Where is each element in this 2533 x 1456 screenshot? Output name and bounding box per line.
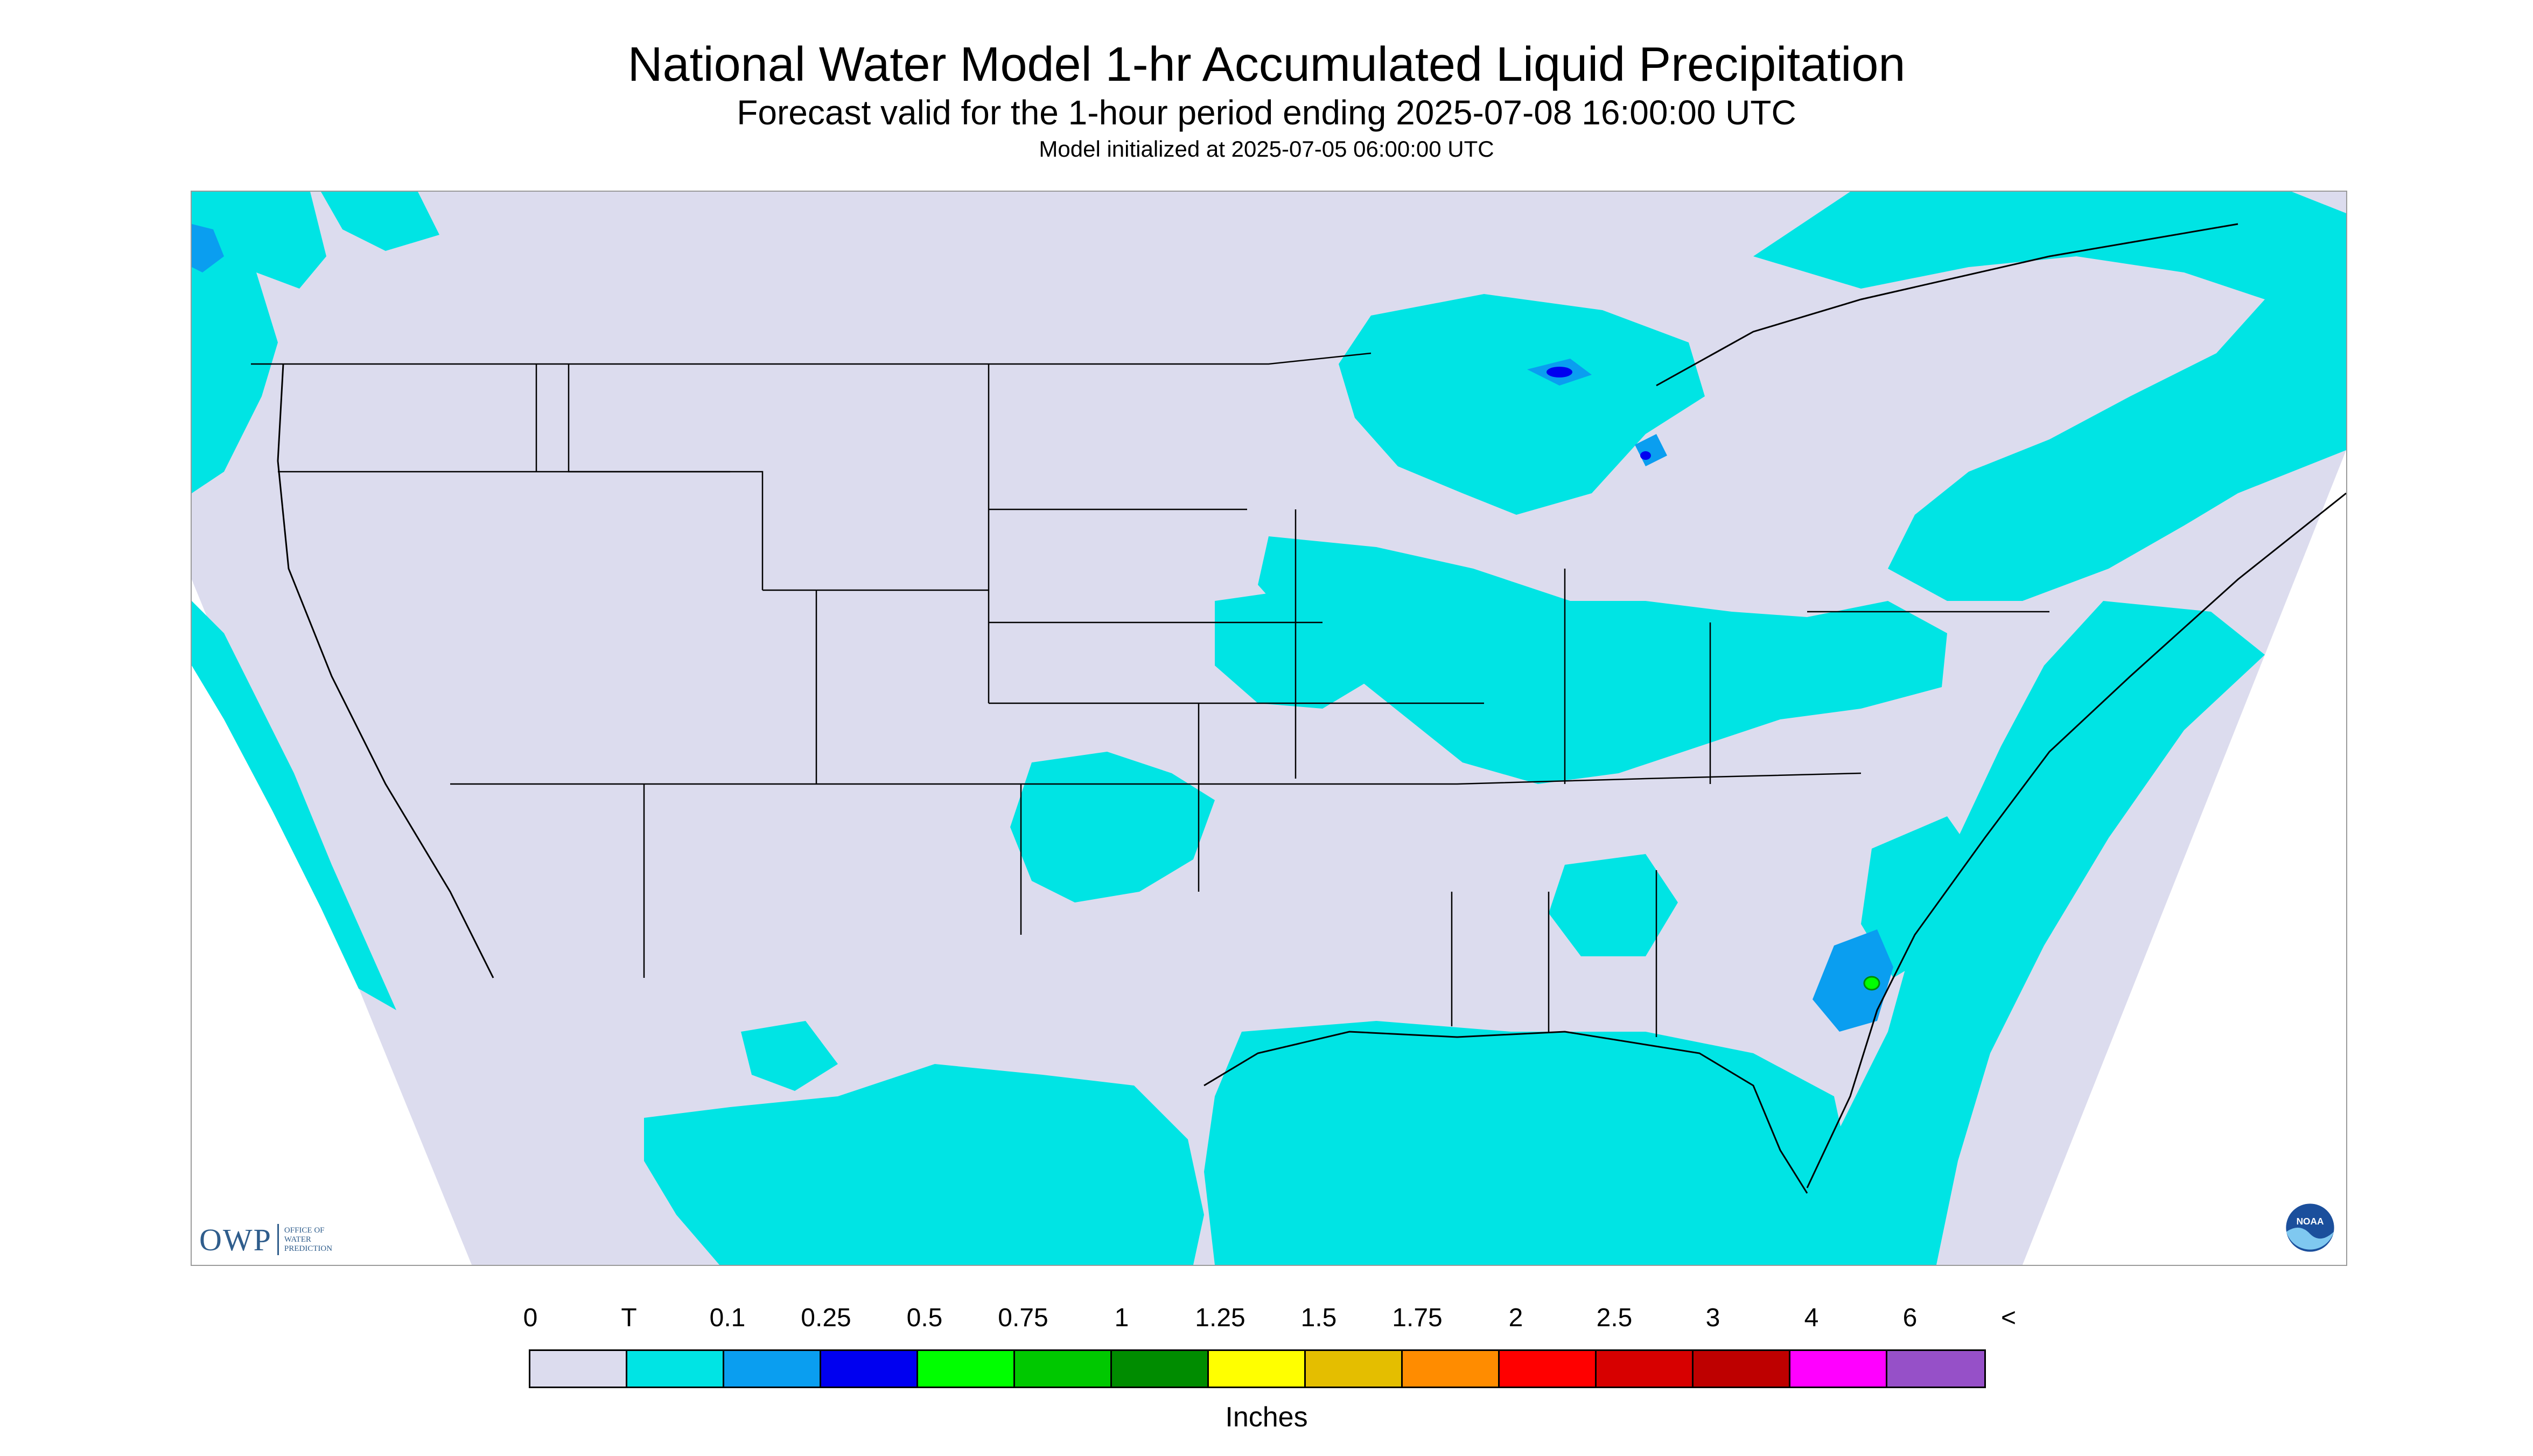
- colorbar-tick-label: 0.5: [906, 1304, 943, 1332]
- colorbar-tick-label: 1: [1114, 1304, 1129, 1332]
- precip-heavy-areas: [1863, 976, 1880, 991]
- colorbar-tick-label: 1.75: [1392, 1304, 1443, 1332]
- colorbar-segment: [1694, 1351, 1790, 1387]
- colorbar-tick-label: 6: [1902, 1304, 1918, 1332]
- model-domain: [192, 192, 2346, 1265]
- precip-light-areas: [192, 224, 1893, 1032]
- colorbar-tick-label: 1.25: [1195, 1304, 1245, 1332]
- map-subtitle: Forecast valid for the 1-hour period end…: [737, 93, 1796, 132]
- owp-logo-mark: OWP: [199, 1222, 272, 1257]
- colorbar-segment: [1597, 1351, 1694, 1387]
- owp-logo-line: PREDICTION: [284, 1244, 333, 1253]
- colorbar-segment: [627, 1351, 724, 1387]
- colorbar-tick-label: 2: [1508, 1304, 1523, 1332]
- model-init-text: Model initialized at 2025-07-05 06:00:00…: [1039, 136, 1494, 162]
- colorbar-tick-label: 4: [1804, 1304, 1819, 1332]
- precip-moderate-areas: [1547, 367, 1651, 460]
- colorbar-segment: [1887, 1351, 1984, 1387]
- owp-logo-divider: [277, 1224, 279, 1255]
- coastline: [277, 223, 2346, 1194]
- colorbar-tick-label: 0.25: [801, 1304, 851, 1332]
- colorbar-tick-label: T: [621, 1304, 637, 1332]
- colorbar-segment: [1790, 1351, 1887, 1387]
- colorbar-segment: [1015, 1351, 1112, 1387]
- colorbar-units: Inches: [1225, 1402, 1308, 1433]
- colorbar-segment: [724, 1351, 821, 1387]
- owp-logo-text: OFFICE OF WATER PREDICTION: [284, 1226, 332, 1254]
- colorbar-segment: [1403, 1351, 1500, 1387]
- colorbar-segment: [1112, 1351, 1209, 1387]
- noaa-logo-icon: NOAA: [2284, 1202, 2336, 1254]
- precip-trace-areas: [192, 192, 2346, 1265]
- colorbar-segment: [1306, 1351, 1403, 1387]
- colorbar-tick-label: 0.1: [709, 1304, 746, 1332]
- colorbar-tick-label: 0.75: [998, 1304, 1048, 1332]
- colorbar-segment: [1500, 1351, 1597, 1387]
- colorbar-tick-label: <: [2000, 1304, 2017, 1332]
- colorbar-segment: [918, 1351, 1015, 1387]
- precip-colorbar: [529, 1349, 1986, 1388]
- colorbar-segment: [1209, 1351, 1306, 1387]
- colorbar-tick-label: 1.5: [1300, 1304, 1337, 1332]
- owp-logo-line: WATER: [284, 1235, 311, 1244]
- precipitation-map: [191, 191, 2347, 1266]
- colorbar-tick-label: 2.5: [1596, 1304, 1633, 1332]
- map-title: National Water Model 1-hr Accumulated Li…: [627, 38, 1906, 92]
- colorbar-segment: [821, 1351, 918, 1387]
- state-boundaries: [251, 352, 2049, 1037]
- noaa-logo-text: NOAA: [2297, 1216, 2324, 1227]
- colorbar-tick-label: 3: [1705, 1304, 1720, 1332]
- owp-logo: OWP OFFICE OF WATER PREDICTION: [199, 1222, 332, 1257]
- owp-logo-line: OFFICE OF: [284, 1226, 325, 1235]
- colorbar-segment: [530, 1351, 627, 1387]
- colorbar-tick-label: 0: [523, 1304, 538, 1332]
- map-canvas: [192, 192, 2346, 1265]
